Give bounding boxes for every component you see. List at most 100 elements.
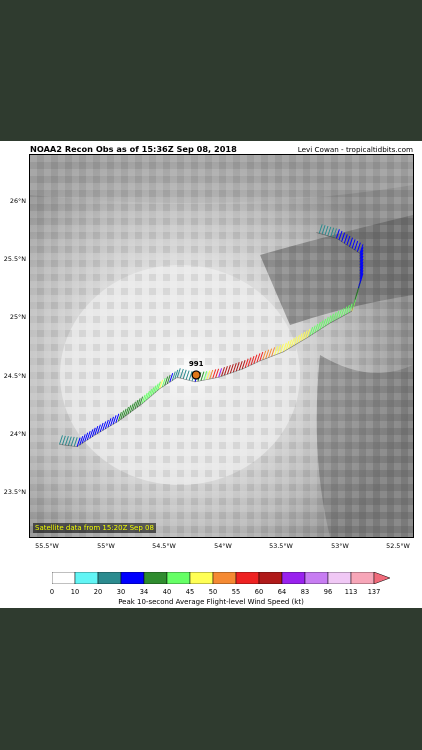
wind-barb [319, 320, 324, 330]
wind-barb [235, 362, 240, 372]
wind-barb [345, 305, 350, 315]
wind-barb [265, 349, 270, 359]
colorbar-tick-label: 30 [116, 588, 126, 596]
recon-track [59, 224, 364, 448]
wind-barb [148, 389, 153, 399]
lon-tick-53: 53°W [331, 542, 349, 550]
wind-barb [134, 399, 139, 410]
wind-barb [122, 408, 127, 418]
wind-barb [324, 225, 329, 236]
wind-barb [349, 237, 353, 247]
wind-barb [212, 369, 217, 379]
recon-figure: NOAA2 Recon Obs as of 15:36Z Sep 08, 201… [0, 141, 422, 608]
wind-barb [141, 394, 146, 405]
wind-barb [102, 421, 107, 431]
wind-barb [73, 437, 78, 447]
colorbar-segment [304, 571, 329, 585]
wind-barb [159, 379, 164, 389]
wind-barb [86, 430, 91, 441]
wind-barb [203, 370, 208, 381]
wind-barb [132, 401, 136, 411]
lat-tick-23-5: 23.5°N [3, 488, 26, 496]
wind-barb [112, 415, 117, 425]
wind-barb [259, 351, 264, 362]
wind-barb [232, 363, 237, 373]
wind-barb [107, 418, 112, 428]
wind-barb [117, 412, 122, 422]
wind-barb [359, 258, 364, 269]
storm-center-marker: 991 [189, 360, 204, 380]
wind-barb [64, 436, 69, 446]
wind-barb [282, 342, 287, 352]
wind-barb [293, 336, 298, 346]
wind-barb [359, 244, 364, 254]
wind-barb [343, 234, 348, 244]
wind-barb [271, 347, 276, 357]
wind-barb [359, 252, 364, 263]
wind-barb [76, 437, 81, 447]
wind-barb [152, 385, 157, 395]
lon-tick-55: 55°W [97, 542, 115, 550]
wind-barb [99, 422, 104, 433]
wind-barb [176, 368, 181, 378]
satellite-map: 991 Satellite data from 15:20Z Sep 08 [29, 154, 414, 538]
wind-barb [311, 325, 316, 335]
wind-barb [351, 239, 356, 249]
wind-barb [127, 405, 132, 415]
wind-barb [279, 343, 284, 354]
wind-barb [256, 353, 261, 363]
wind-barb [89, 429, 94, 439]
colorbar-tick-label: 113 [344, 588, 358, 596]
wind-barb [206, 370, 211, 380]
wind-barb [324, 317, 329, 327]
wind-barb [104, 419, 109, 430]
wind-barb [185, 370, 190, 380]
wind-barb [332, 312, 337, 322]
wind-barb [161, 378, 166, 388]
wind-barb [298, 333, 303, 343]
wind-barb [338, 309, 342, 319]
wind-barb [359, 247, 364, 257]
wind-barb [200, 371, 205, 381]
wind-barb [290, 338, 295, 348]
colorbar-segment [97, 571, 122, 585]
colorbar-tick-label: 40 [162, 588, 172, 596]
wind-barb [274, 346, 278, 356]
wind-barb [229, 364, 234, 374]
lon-tick-54-5: 54.5°W [152, 542, 176, 550]
pressure-label: 991 [189, 360, 204, 368]
wind-barb [318, 224, 323, 234]
wind-barb [250, 355, 255, 366]
wind-barb [67, 436, 72, 446]
wind-barb [346, 235, 351, 246]
colorbar-segment [235, 571, 260, 585]
wind-barb [296, 334, 300, 345]
wind-barb [338, 230, 343, 241]
wind-barb [226, 365, 231, 375]
colorbar-segment [120, 571, 145, 585]
wind-barb [316, 322, 321, 332]
colorbar-tick-label: 83 [300, 588, 310, 596]
lon-tick-52-5: 52.5°W [386, 542, 410, 550]
wind-barb [171, 371, 176, 381]
wind-barb [129, 403, 134, 413]
satellite-time-label: Satellite data from 15:20Z Sep 08 [33, 523, 156, 533]
wind-barb [348, 303, 353, 313]
wind-barb [359, 250, 364, 260]
wind-barb [188, 371, 193, 381]
wind-barb [91, 427, 96, 437]
wind-barb [340, 307, 345, 318]
colorbar-segment [350, 571, 375, 585]
wind-barb [125, 406, 129, 417]
colorbar-canvas [51, 571, 391, 585]
colorbar-segment [258, 571, 283, 585]
wind-barb [209, 369, 214, 380]
colorbar-segment [281, 571, 306, 585]
wind-barb [59, 435, 63, 445]
wind-barb [330, 227, 335, 237]
wind-barb [166, 374, 171, 385]
wind-barb [359, 270, 364, 280]
lat-tick-26: 26°N [9, 197, 26, 205]
wind-barb [164, 376, 169, 386]
lat-tick-25-5: 25.5°N [3, 255, 26, 263]
